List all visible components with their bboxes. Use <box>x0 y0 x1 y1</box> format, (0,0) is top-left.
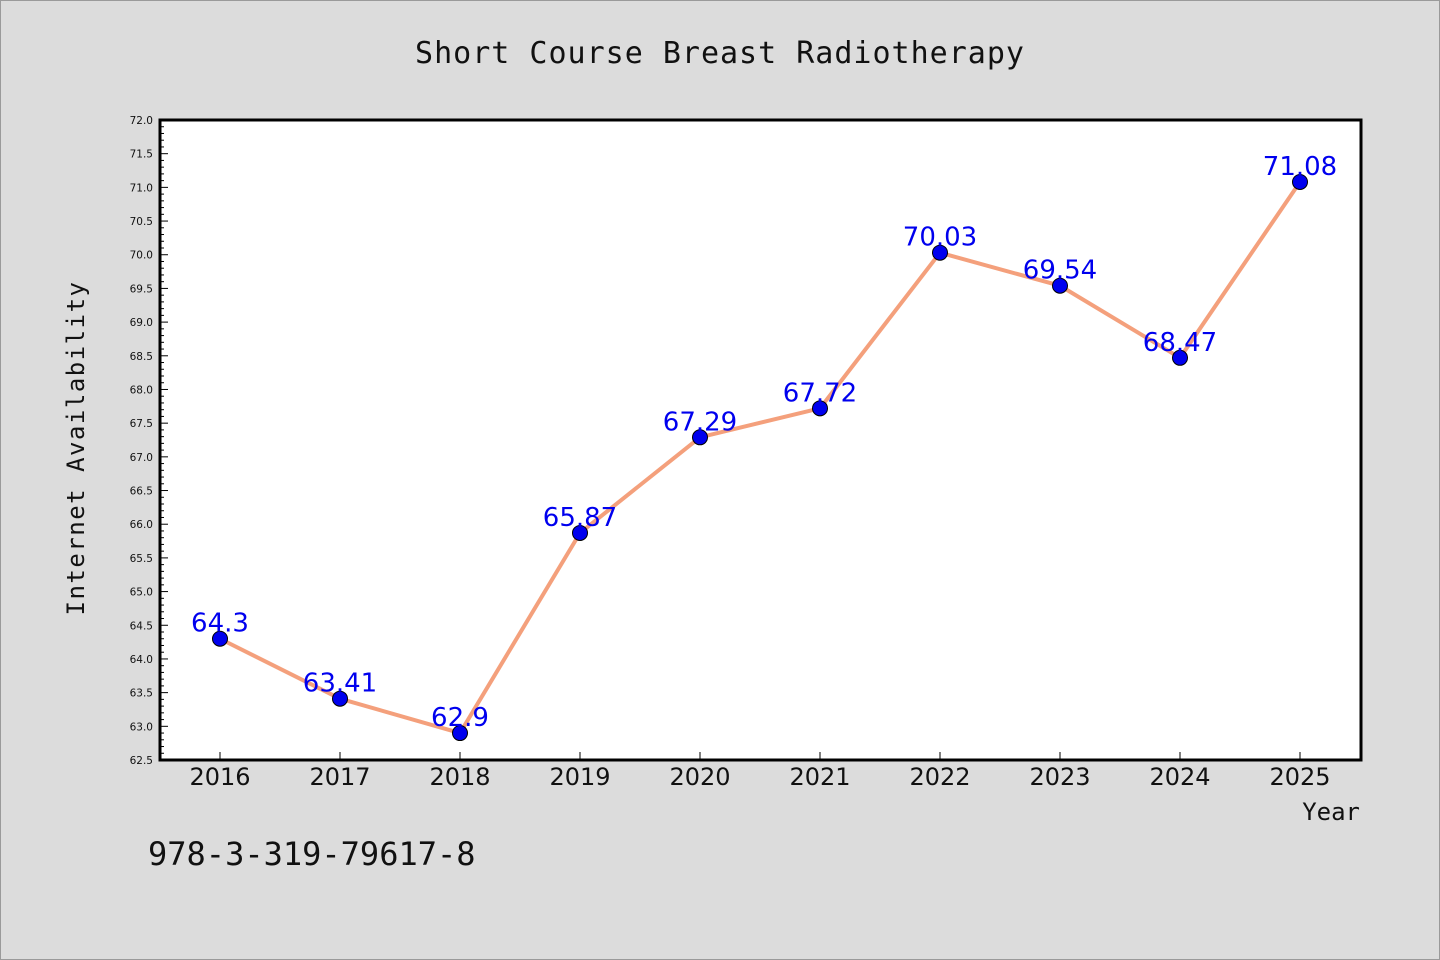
x-tick-label: 2018 <box>429 763 490 791</box>
footer-isbn: 978-3-319-79617-8 <box>148 835 476 873</box>
x-tick-label: 2020 <box>669 763 730 791</box>
y-tick-label: 69.5 <box>130 283 153 295</box>
x-axis: 2016 2017 2018 2019 2020 2021 2022 2023 2024 2025 <box>189 752 1331 791</box>
y-axis-label: Internet Availability <box>62 281 90 616</box>
y-tick-label: 72.0 <box>130 115 153 127</box>
y-tick-label: 71.0 <box>130 182 153 194</box>
data-point <box>812 400 828 417</box>
x-tick-label: 2017 <box>309 763 370 791</box>
y-tick-label: 70.0 <box>130 250 153 262</box>
y-tick-label: 67.0 <box>130 452 153 464</box>
y-axis: 62.5 63.0 63.5 64.0 64.5 65.0 65.5 66.0 66.5 67.0… <box>130 115 168 767</box>
plot-area <box>158 118 1363 762</box>
data-labels: 64.3 63.41 62.9 65.87 67.29 67.72 70.03 69.54 68… <box>191 152 1337 733</box>
data-label: 67.29 <box>663 407 737 437</box>
y-tick-label: 71.5 <box>130 149 153 161</box>
data-point <box>572 524 588 541</box>
data-label: 68.47 <box>1143 328 1217 358</box>
y-tick-label: 65.5 <box>130 553 153 565</box>
data-point <box>692 429 708 446</box>
y-tick-label: 66.5 <box>130 486 153 498</box>
data-label: 65.87 <box>543 503 617 533</box>
x-tick-label: 2025 <box>1269 763 1330 791</box>
y-tick-label: 64.0 <box>130 654 153 666</box>
chart-title: Short Course Breast Radiotherapy <box>415 36 1025 71</box>
y-tick-label: 68.5 <box>130 351 153 363</box>
data-point <box>1172 349 1188 366</box>
data-label: 64.3 <box>191 609 249 639</box>
y-tick-label: 69.0 <box>130 317 153 329</box>
y-tick-label: 66.0 <box>130 519 153 531</box>
series-line <box>218 179 1302 736</box>
x-axis-label: Year <box>1302 798 1360 826</box>
data-point <box>1052 277 1068 294</box>
y-tick-label: 64.5 <box>130 620 153 632</box>
data-point <box>212 630 228 647</box>
data-label: 67.72 <box>783 378 857 408</box>
y-tick-label: 62.5 <box>130 755 153 767</box>
data-label: 62.9 <box>431 703 489 733</box>
x-tick-label: 2023 <box>1029 763 1090 791</box>
data-label: 69.54 <box>1023 256 1097 286</box>
data-point <box>932 244 948 261</box>
x-tick-label: 2021 <box>789 763 850 791</box>
x-tick-label: 2022 <box>909 763 970 791</box>
series-1 <box>212 173 1308 742</box>
data-point <box>1292 173 1308 190</box>
data-label: 63.41 <box>303 669 377 699</box>
y-tick-label: 68.0 <box>130 384 153 396</box>
data-point <box>332 690 348 707</box>
y-tick-label: 67.5 <box>130 418 153 430</box>
y-tick-label: 65.0 <box>130 587 153 599</box>
data-label: 70.03 <box>903 223 977 253</box>
x-tick-label: 2016 <box>189 763 250 791</box>
y-tick-label: 63.5 <box>130 688 153 700</box>
data-label: 71.08 <box>1263 152 1337 182</box>
data-point <box>452 725 468 742</box>
y-tick-label: 70.5 <box>130 216 153 228</box>
x-tick-label: 2019 <box>549 763 610 791</box>
x-tick-label: 2024 <box>1149 763 1210 791</box>
y-tick-label: 63.0 <box>130 721 153 733</box>
